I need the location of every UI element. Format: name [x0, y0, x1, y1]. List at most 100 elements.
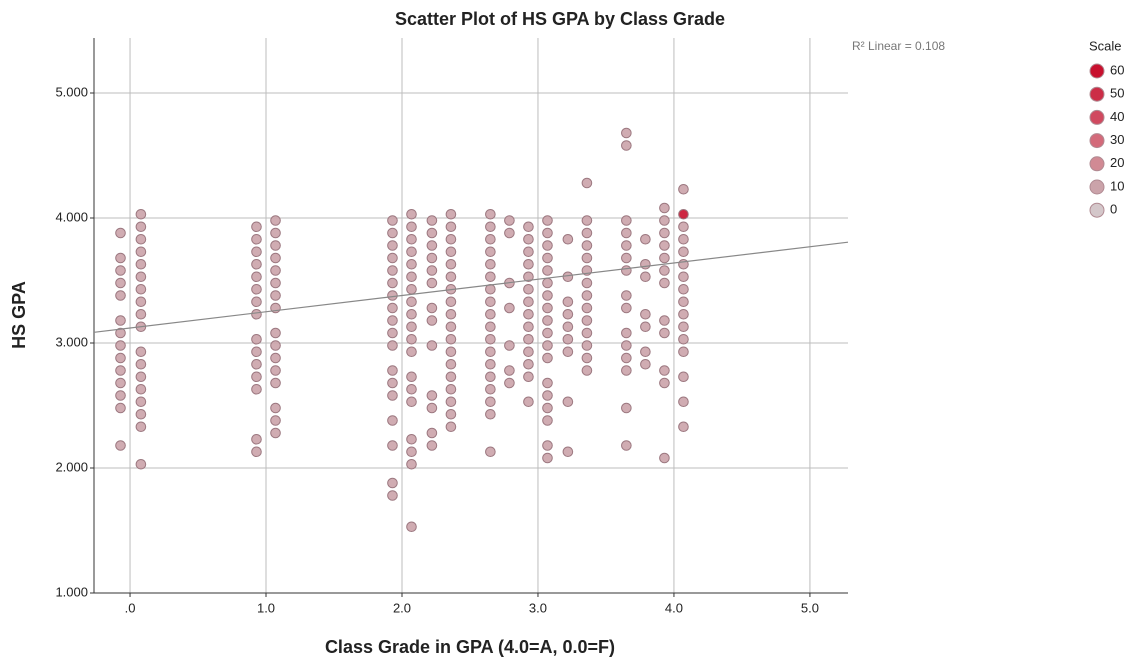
point — [251, 346, 262, 358]
point — [406, 433, 417, 445]
legend-swatch — [1089, 179, 1105, 195]
point — [542, 302, 553, 314]
legend-label: 0 — [1110, 202, 1117, 217]
legend-label: 30 — [1110, 132, 1124, 147]
point — [659, 202, 670, 214]
point — [135, 283, 147, 295]
point — [115, 377, 126, 389]
point — [445, 221, 457, 233]
point — [659, 252, 670, 264]
point — [406, 221, 417, 233]
x-axis-label: Class Grade in GPA (4.0=A, 0.0=F) — [325, 637, 615, 657]
point — [523, 358, 534, 370]
point — [581, 252, 593, 264]
point — [659, 327, 670, 339]
point — [270, 290, 281, 301]
point — [387, 315, 398, 326]
point — [270, 327, 281, 339]
point — [659, 315, 670, 326]
fit-annotation: R² Linear = 0.108 — [852, 39, 945, 53]
point — [387, 390, 398, 401]
point — [445, 346, 457, 358]
point — [562, 346, 574, 358]
point — [659, 240, 670, 251]
point — [523, 296, 534, 308]
point — [562, 233, 574, 245]
point — [251, 283, 262, 295]
point — [115, 327, 126, 339]
point — [485, 221, 496, 233]
point — [251, 383, 262, 395]
legend-swatch — [1089, 63, 1105, 79]
point — [581, 365, 593, 376]
point — [387, 440, 398, 451]
point — [659, 227, 670, 239]
point — [485, 296, 496, 308]
point — [485, 271, 496, 283]
point — [485, 358, 496, 370]
point — [542, 377, 553, 389]
point — [387, 290, 398, 301]
point — [445, 421, 457, 433]
point — [542, 290, 553, 301]
point — [581, 215, 593, 226]
point — [542, 452, 553, 464]
point — [562, 333, 574, 345]
point — [523, 321, 534, 333]
point — [387, 340, 398, 351]
point — [406, 333, 417, 345]
point — [581, 327, 593, 339]
point — [504, 365, 515, 376]
point — [251, 296, 262, 308]
point — [445, 258, 457, 270]
point — [523, 371, 534, 383]
point — [621, 352, 632, 364]
legend-label: 60 — [1110, 62, 1124, 77]
point — [426, 265, 438, 276]
y-tick-label: 5.000 — [55, 84, 88, 99]
point — [485, 258, 496, 270]
point — [523, 246, 534, 258]
point — [485, 333, 496, 345]
point — [659, 365, 670, 376]
point — [445, 371, 457, 383]
point — [523, 346, 534, 358]
point — [426, 227, 438, 239]
point — [406, 521, 417, 533]
point — [621, 252, 632, 264]
point — [387, 365, 398, 376]
point — [445, 271, 457, 283]
point — [115, 252, 126, 264]
point — [270, 352, 281, 364]
point — [542, 215, 553, 226]
point — [542, 315, 553, 326]
point — [542, 327, 553, 339]
point — [270, 415, 281, 426]
point — [581, 315, 593, 326]
point — [659, 377, 670, 389]
point — [523, 333, 534, 345]
point — [621, 290, 632, 301]
point — [659, 452, 670, 464]
point — [135, 271, 147, 283]
chart-title: Scatter Plot of HS GPA by Class Grade — [395, 9, 725, 29]
point — [426, 240, 438, 251]
point — [678, 346, 689, 358]
point — [135, 396, 147, 408]
point — [406, 246, 417, 258]
point — [523, 233, 534, 245]
point — [640, 258, 651, 270]
point — [251, 433, 262, 445]
point — [523, 396, 534, 408]
point — [485, 233, 496, 245]
point — [426, 302, 438, 314]
point — [542, 265, 553, 276]
point — [659, 215, 670, 226]
point — [621, 127, 632, 139]
x-tick-label: .0 — [125, 600, 136, 615]
point — [678, 271, 689, 283]
y-tick-label: 1.000 — [55, 584, 88, 599]
point — [406, 458, 417, 470]
point — [406, 296, 417, 308]
point — [135, 221, 147, 233]
